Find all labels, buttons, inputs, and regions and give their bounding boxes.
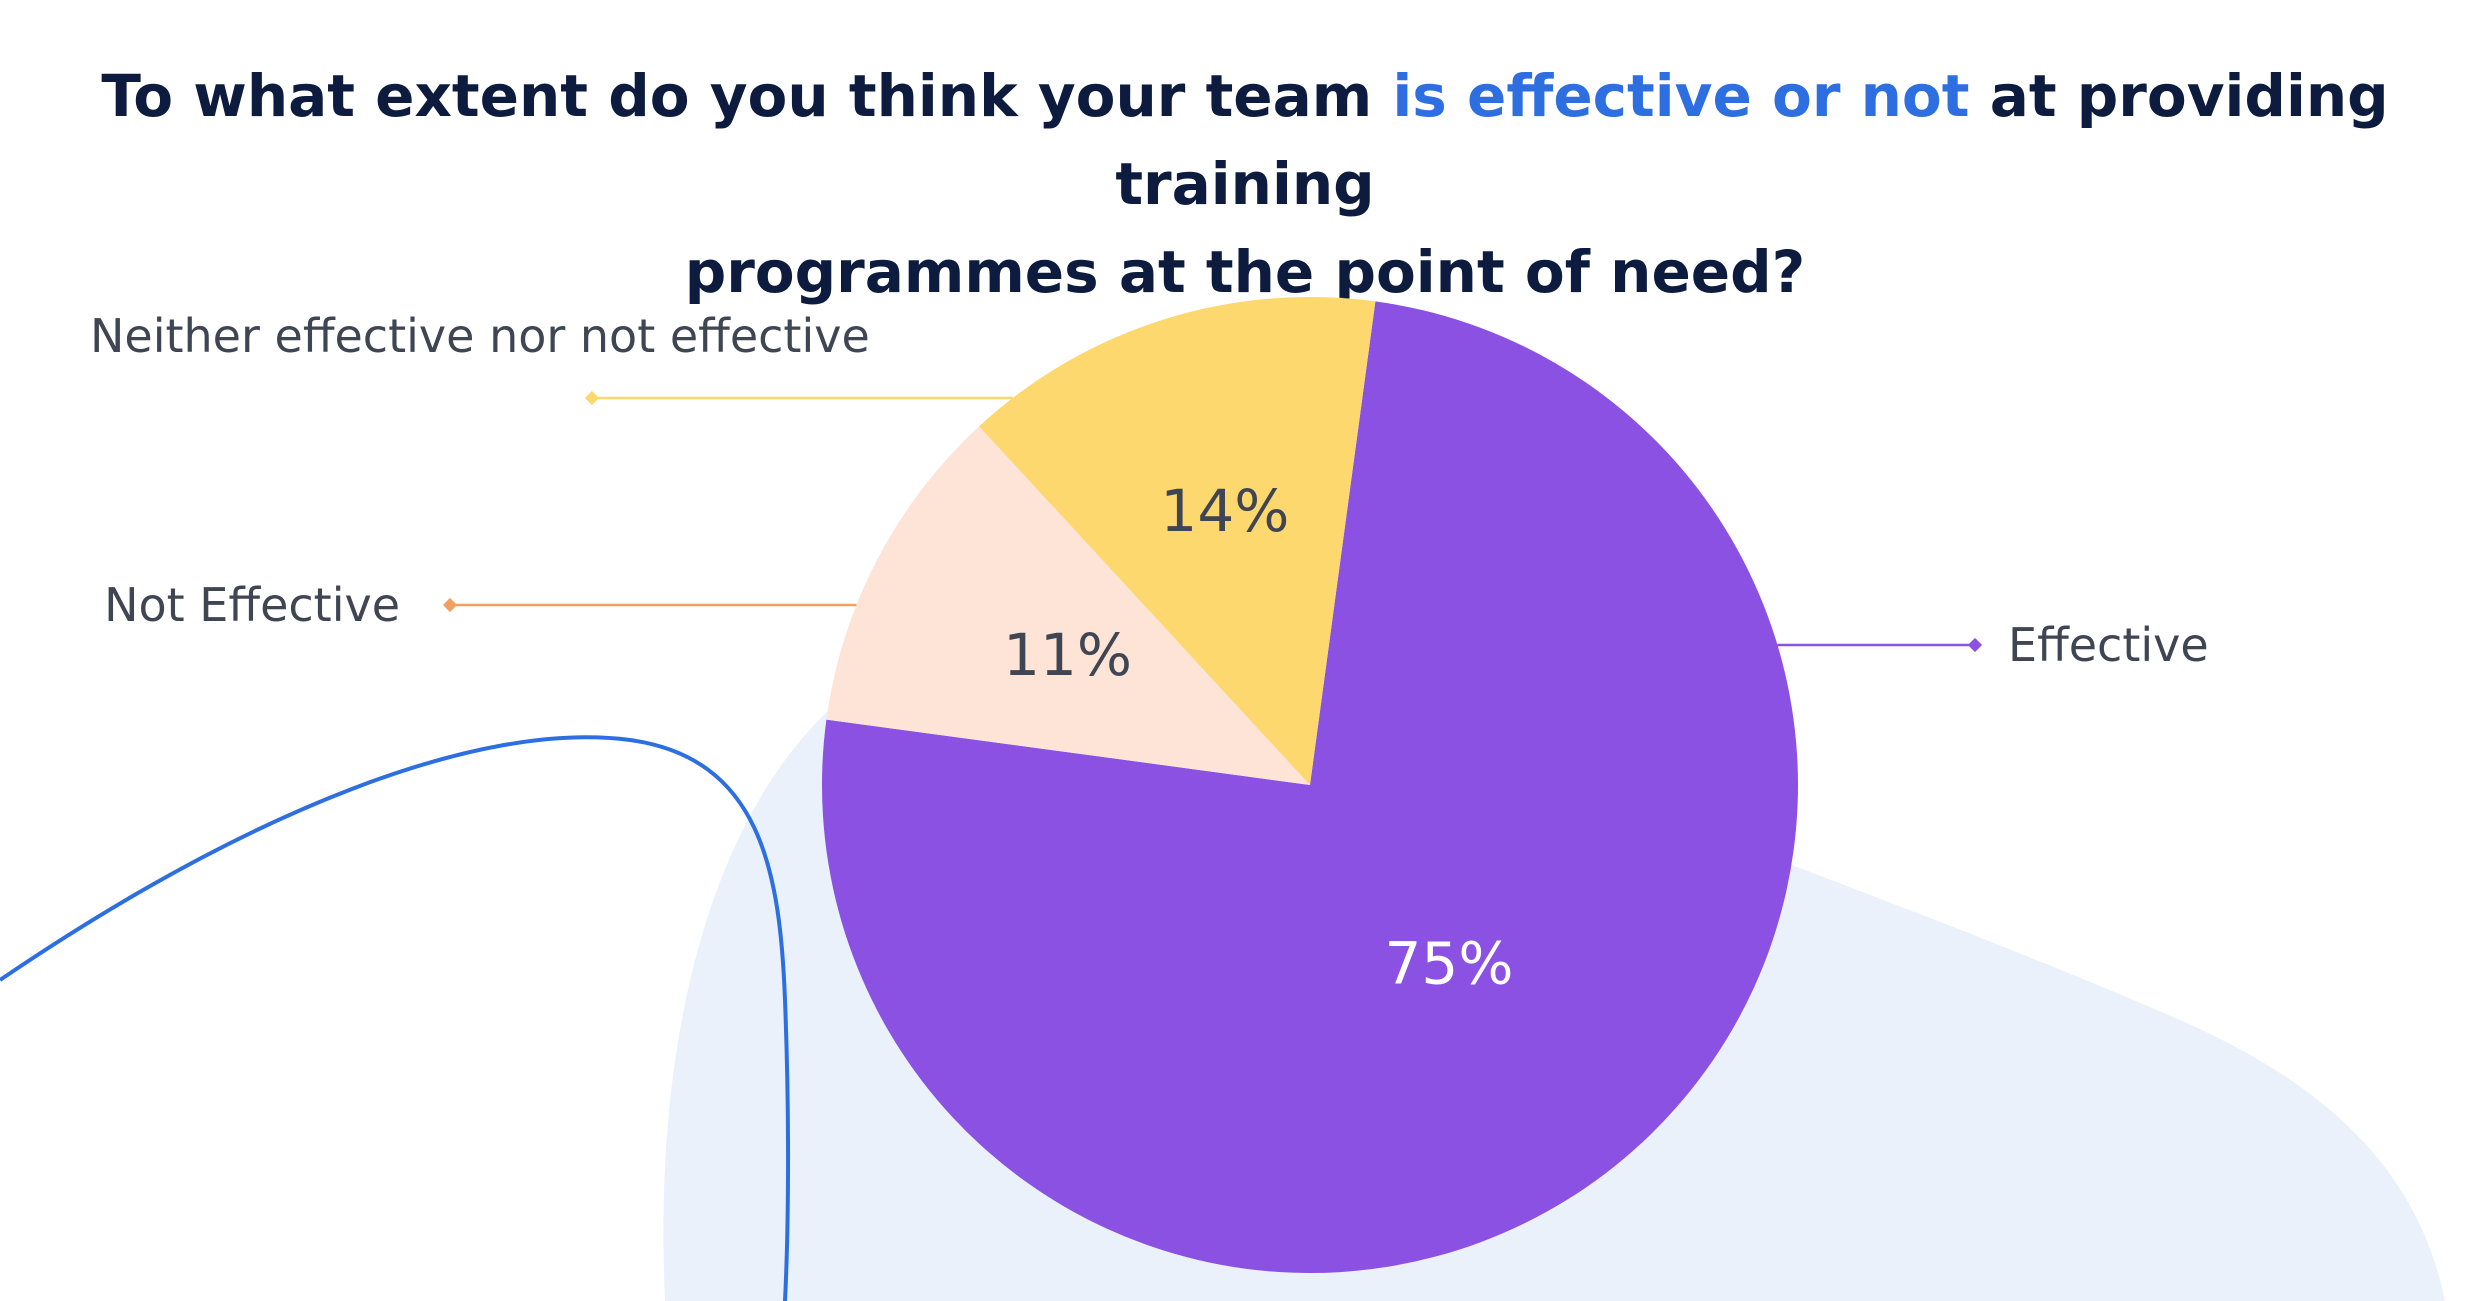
pie-slice-not-effective <box>826 426 1310 785</box>
title-part1: To what extent do you think your team <box>101 62 1393 130</box>
category-label-neither-effective-nor-not-effective: Neither effective nor not effective <box>90 309 870 363</box>
decorative-curve <box>0 735 791 1301</box>
title-part2: at providing training <box>1115 62 2389 218</box>
slice-value-label-not-effective: 11% <box>1003 621 1132 689</box>
slice-value-label-effective: 75% <box>1385 930 1514 998</box>
leader-marker-effective <box>1967 637 1983 653</box>
leader-marker-not-effective <box>442 597 458 613</box>
category-label-not-effective: Not Effective <box>104 578 400 632</box>
pie-slice-effective <box>822 301 1798 1274</box>
category-label-effective: Effective <box>2008 618 2209 672</box>
title-line2: programmes at the point of need? <box>684 238 1806 306</box>
pie-slice-neither-effective-nor-not-effective <box>979 297 1376 785</box>
slice-value-label-neither-effective-nor-not-effective: 14% <box>1160 477 1289 545</box>
chart-title: To what extent do you think your team is… <box>0 52 2490 316</box>
leader-marker-neither-effective-nor-not-effective <box>584 390 600 406</box>
title-highlight: is effective or not <box>1392 62 1970 130</box>
